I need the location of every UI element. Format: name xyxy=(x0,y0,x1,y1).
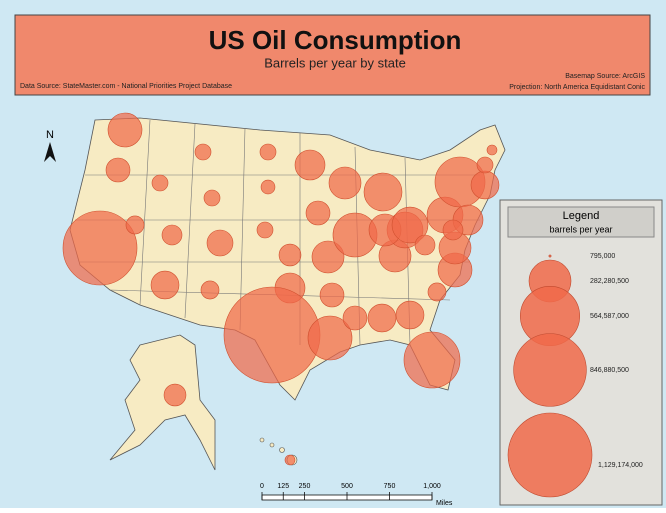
state-bubble xyxy=(259,143,277,161)
state-bubble xyxy=(442,219,464,241)
state-bubble xyxy=(427,282,447,302)
state-bubble xyxy=(311,240,345,274)
state-bubble xyxy=(319,282,345,308)
state-bubble xyxy=(194,143,212,161)
state-bubble xyxy=(307,315,353,361)
legend-bubble xyxy=(548,254,552,258)
state-bubble xyxy=(203,189,221,207)
state-bubble xyxy=(476,156,494,174)
state-bubble xyxy=(367,303,397,333)
scale-label: 750 xyxy=(384,483,396,490)
title: US Oil Consumption xyxy=(209,25,462,55)
legend-title: Legend xyxy=(563,210,600,222)
scale-label: 1,000 xyxy=(423,483,441,490)
state-bubble xyxy=(328,166,362,200)
state-bubble xyxy=(260,179,276,195)
state-bubble xyxy=(395,300,425,330)
scale-label: 125 xyxy=(277,483,289,490)
state-bubble xyxy=(284,454,296,466)
state-bubble xyxy=(163,383,187,407)
legend-label: 564,587,000 xyxy=(590,313,629,320)
legend-subtitle: barrels per year xyxy=(549,224,612,234)
state-bubble xyxy=(223,286,321,384)
basemap-source: Basemap Source: ArcGIS xyxy=(565,73,645,80)
projection: Projection: North America Equidistant Co… xyxy=(509,84,645,91)
state-bubble xyxy=(486,144,498,156)
state-bubble xyxy=(125,215,145,235)
state-bubble xyxy=(414,234,436,256)
state-bubble xyxy=(206,229,234,257)
legend-bubble xyxy=(507,412,593,498)
legend-label: 846,880,500 xyxy=(590,367,629,374)
legend-label: 1,129,174,000 xyxy=(598,462,643,469)
scale-label: 500 xyxy=(341,483,353,490)
state-bubble xyxy=(256,221,274,239)
legend-label: 795,000 xyxy=(590,253,615,260)
scale-label: 250 xyxy=(299,483,311,490)
state-bubble xyxy=(151,174,169,192)
state-bubble xyxy=(105,157,131,183)
legend-bubble xyxy=(513,333,587,407)
state-bubble xyxy=(294,149,326,181)
alaska xyxy=(109,334,216,471)
state-bubble xyxy=(107,112,143,148)
state-bubble xyxy=(403,331,461,389)
scale-label: 0 xyxy=(260,483,264,490)
state-bubble xyxy=(278,243,302,267)
state-bubble xyxy=(200,280,220,300)
north-label: N xyxy=(46,129,54,141)
legend-label: 282,280,500 xyxy=(590,278,629,285)
legend-title-box xyxy=(507,206,655,238)
north-arrow xyxy=(44,142,56,162)
state-bubble xyxy=(62,210,138,286)
title-box xyxy=(14,14,651,96)
subtitle: Barrels per year by state xyxy=(264,55,406,70)
state-bubble xyxy=(363,172,403,212)
state-bubble xyxy=(161,224,183,246)
data-source: Data Source: StateMaster.com - National … xyxy=(20,83,232,90)
state-bubble xyxy=(305,200,331,226)
state-bubble xyxy=(150,270,180,300)
state-bubble xyxy=(470,170,500,200)
scale-unit: Miles xyxy=(436,500,453,507)
state-bubble xyxy=(342,305,368,331)
state-bubble xyxy=(391,206,429,244)
